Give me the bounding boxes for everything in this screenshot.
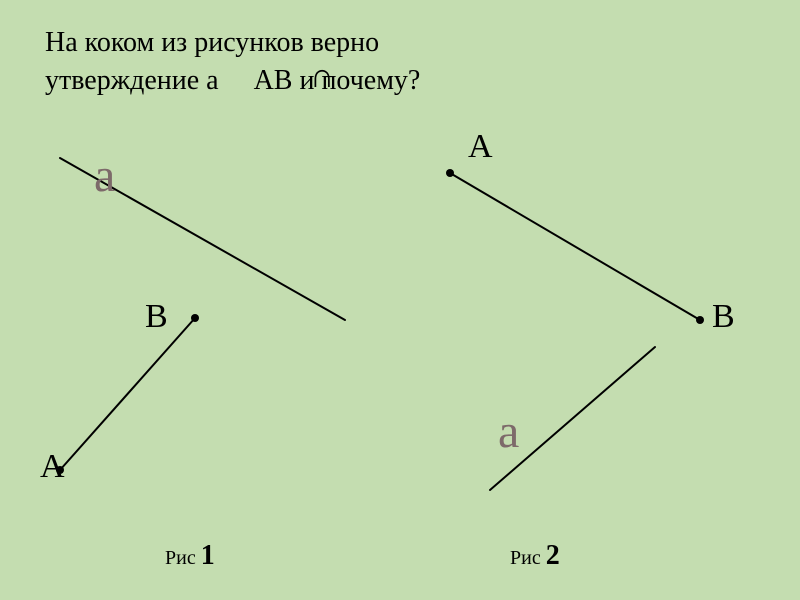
fig2-point-a xyxy=(446,169,454,177)
diagram-canvas xyxy=(0,0,800,600)
fig1-caption-number: 1 xyxy=(201,540,215,571)
fig1-caption: Рис 1 xyxy=(165,540,215,572)
fig2-caption-number: 2 xyxy=(546,540,560,571)
fig1-label-a: a xyxy=(94,148,115,203)
fig2-caption-prefix: Рис xyxy=(510,547,546,569)
fig2-label-point-a: А xyxy=(468,128,493,166)
fig2-caption: Рис 2 xyxy=(510,540,560,572)
fig1-segment-ab xyxy=(60,318,195,470)
fig1-label-point-b: В xyxy=(145,298,168,336)
fig1-label-point-a: А xyxy=(40,448,65,486)
fig2-point-b xyxy=(696,316,704,324)
fig1-caption-prefix: Рис xyxy=(165,547,201,569)
fig2-segment-ab xyxy=(450,173,700,320)
fig1-point-b xyxy=(191,314,199,322)
fig2-label-a: a xyxy=(498,404,519,459)
fig2-label-point-b: В xyxy=(712,298,735,336)
